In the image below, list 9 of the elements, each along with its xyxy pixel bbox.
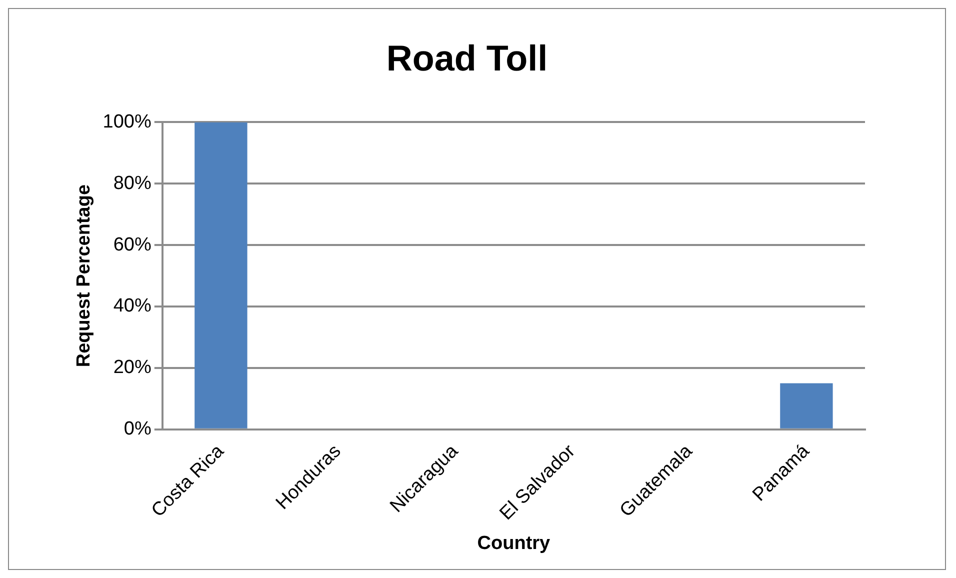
y-tick-label: 60% <box>113 234 152 256</box>
y-tick-label: 0% <box>124 418 152 440</box>
chart-title: Road Toll <box>386 38 548 79</box>
y-tick-label: 40% <box>113 296 152 317</box>
y-tick-label: 20% <box>113 357 152 378</box>
y-tick-label: 100% <box>102 111 152 132</box>
x-axis-title: Country <box>477 532 551 554</box>
y-axis-title: Request Percentage <box>74 184 95 368</box>
y-tick-label: 80% <box>113 172 152 194</box>
